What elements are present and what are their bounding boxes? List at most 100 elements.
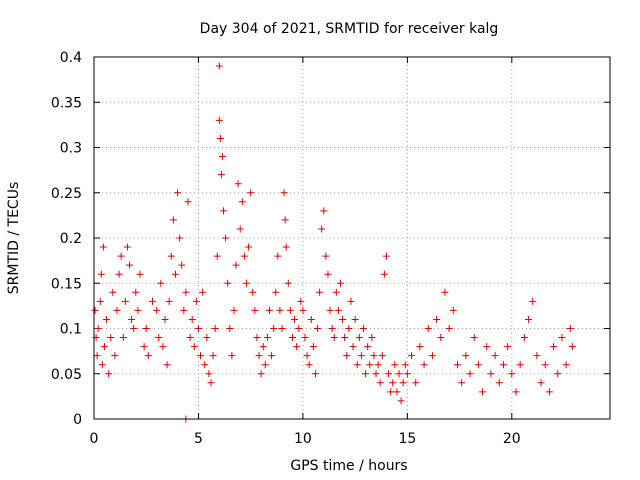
data-point	[215, 62, 223, 70]
data-point	[201, 361, 209, 369]
data-point	[508, 370, 516, 378]
data-point	[370, 352, 378, 360]
data-point	[148, 297, 156, 305]
data-point	[211, 325, 219, 332]
data-point	[113, 306, 121, 314]
data-point	[343, 352, 351, 360]
data-point	[380, 270, 388, 278]
data-point	[281, 216, 289, 224]
data-point	[107, 334, 115, 342]
data-point	[401, 361, 409, 369]
data-point	[153, 306, 161, 314]
data-point	[391, 361, 399, 369]
data-point	[91, 306, 99, 314]
data-point	[161, 315, 169, 323]
data-point	[389, 379, 397, 387]
plot-frame	[93, 56, 611, 420]
data-point	[174, 189, 182, 197]
data-point	[259, 343, 267, 351]
axis-ticks	[93, 56, 610, 420]
y-tick-label: 0.25	[51, 186, 82, 202]
data-point	[562, 361, 570, 369]
data-point	[305, 361, 313, 369]
data-point	[253, 334, 261, 342]
data-point	[99, 243, 107, 251]
data-point	[550, 343, 558, 351]
data-point	[94, 325, 102, 332]
data-points	[91, 62, 576, 423]
data-point	[96, 297, 104, 305]
data-point	[121, 297, 129, 305]
data-point	[462, 352, 470, 360]
data-point	[126, 261, 134, 269]
data-point	[247, 189, 255, 197]
data-point	[171, 270, 179, 278]
data-point	[424, 325, 432, 332]
data-point	[568, 343, 576, 351]
data-point	[382, 252, 390, 260]
data-point	[213, 252, 221, 260]
data-point	[93, 352, 101, 360]
data-point	[504, 343, 512, 351]
data-point	[309, 343, 317, 351]
data-point	[280, 189, 288, 197]
data-point	[364, 343, 372, 351]
data-point	[372, 370, 380, 378]
data-point	[136, 270, 144, 278]
data-point	[512, 388, 520, 396]
data-point	[207, 379, 215, 387]
data-point	[322, 252, 330, 260]
y-tick-label: 0.4	[60, 50, 82, 66]
data-point	[265, 306, 273, 314]
data-point	[299, 306, 307, 314]
data-point	[470, 334, 478, 342]
data-point	[516, 361, 524, 369]
data-point	[115, 270, 123, 278]
data-point	[190, 343, 198, 351]
x-tick-label: 0	[90, 431, 99, 447]
data-point	[295, 325, 303, 332]
data-point	[491, 352, 499, 360]
data-point	[111, 352, 119, 360]
data-point	[326, 306, 334, 314]
data-point	[554, 370, 562, 378]
y-tick-label: 0.1	[60, 322, 82, 338]
x-tick-label: 10	[294, 431, 312, 447]
data-point	[134, 306, 142, 314]
data-point	[215, 116, 223, 124]
data-point	[368, 334, 376, 342]
data-point	[180, 306, 188, 314]
data-point	[412, 379, 420, 387]
data-point	[288, 334, 296, 342]
data-point	[130, 325, 138, 332]
data-point	[332, 288, 340, 296]
data-point	[347, 297, 355, 305]
y-tick-label: 0.15	[51, 276, 82, 292]
data-point	[307, 315, 315, 323]
data-point	[176, 234, 184, 242]
data-point	[339, 315, 347, 323]
data-point	[217, 171, 225, 179]
data-point	[159, 343, 167, 351]
data-point	[205, 370, 213, 378]
data-point	[182, 288, 190, 296]
data-point	[109, 288, 117, 296]
data-point	[238, 198, 246, 206]
data-point	[128, 315, 136, 323]
data-point	[257, 370, 265, 378]
data-point	[495, 379, 503, 387]
y-tick-labels: 0 0.05 0.1 0.15 0.2 0.25 0.3 0.35 0.4	[51, 50, 82, 428]
data-point	[167, 252, 175, 260]
data-point	[291, 315, 299, 323]
y-tick-label: 0	[73, 412, 82, 428]
data-point	[268, 352, 276, 360]
data-point	[320, 207, 328, 215]
data-point	[272, 288, 280, 296]
data-point	[123, 243, 131, 251]
data-point	[132, 288, 140, 296]
data-point	[453, 361, 461, 369]
data-point	[284, 279, 292, 287]
data-point	[341, 334, 349, 342]
data-point	[357, 352, 365, 360]
